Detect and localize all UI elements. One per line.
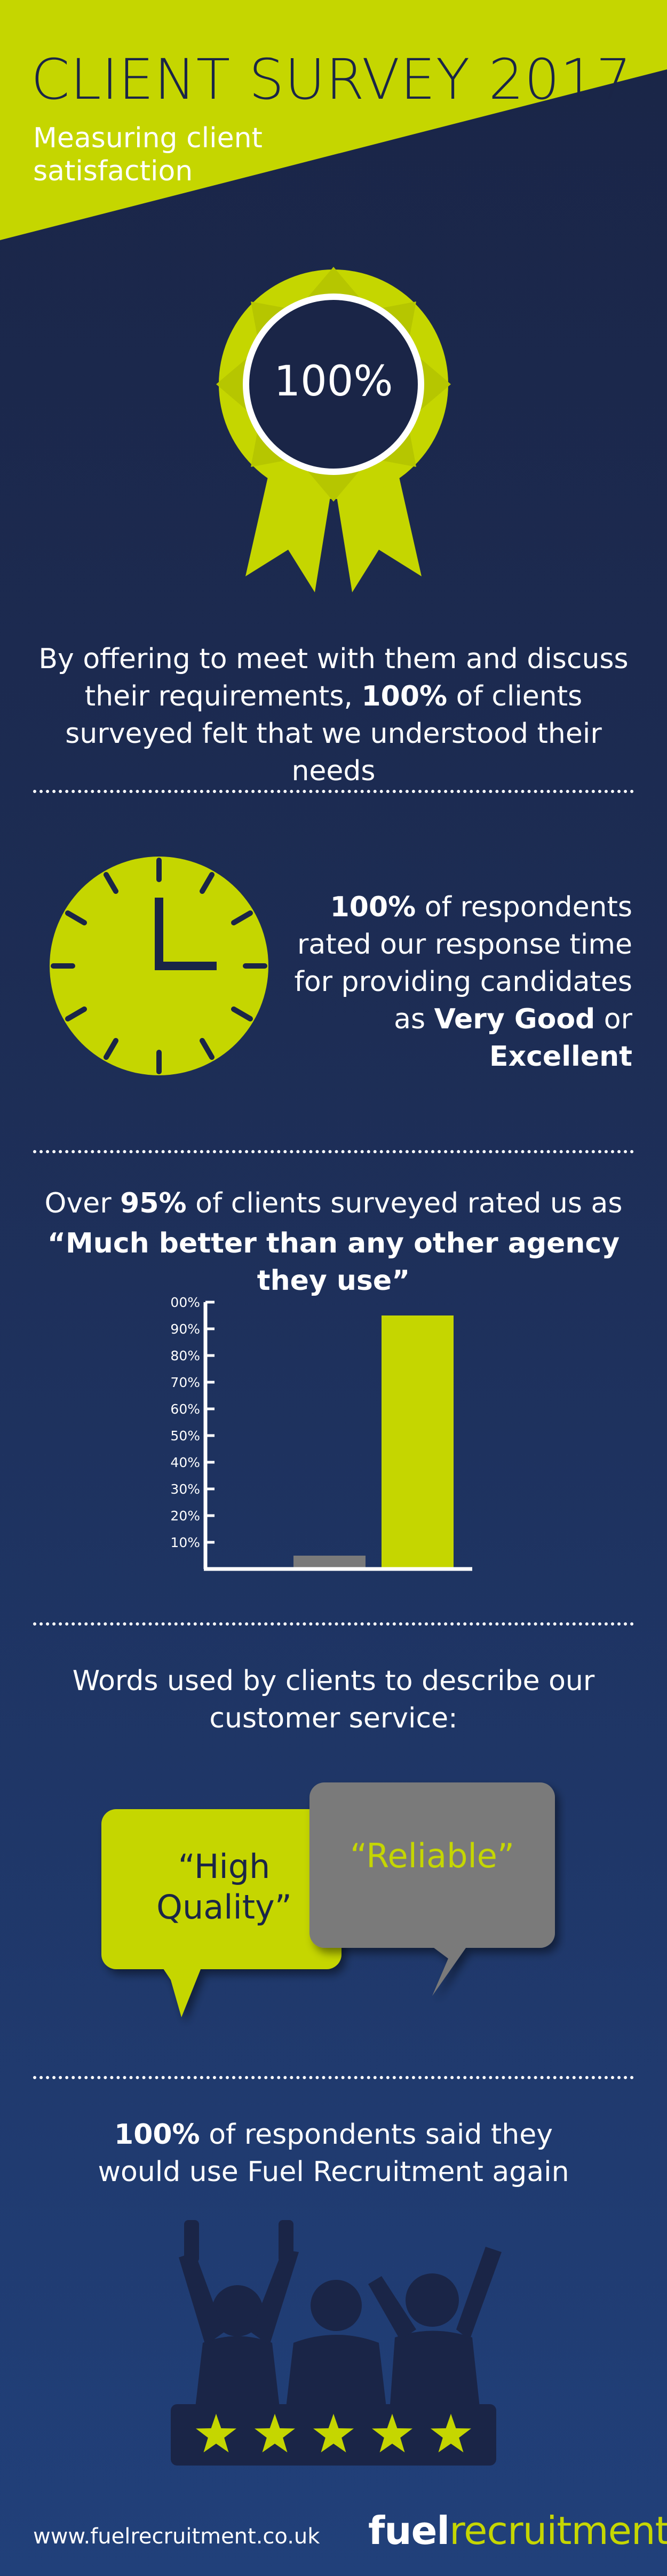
divider <box>33 790 634 793</box>
chart-y-tick-label: 90% <box>171 1321 200 1337</box>
divider <box>33 1150 634 1153</box>
star-icon <box>196 2414 236 2453</box>
quote-reliable: “Reliable” <box>350 1836 514 1875</box>
award-rosette-icon <box>216 267 451 592</box>
star-icon <box>431 2414 471 2453</box>
divider <box>33 1622 634 1626</box>
chart-y-tick-label: 60% <box>171 1401 200 1417</box>
chart-y-tick-label: 70% <box>171 1375 200 1390</box>
chart-y-tick-label: 10% <box>171 1535 200 1550</box>
chart-bar <box>382 1315 454 1569</box>
footer-website-link[interactable]: www.fuelrecruitment.co.uk <box>33 2524 320 2549</box>
star-icon <box>313 2414 354 2453</box>
chart-y-tick-label: 80% <box>171 1348 200 1364</box>
header-banner <box>0 0 667 240</box>
chart-bar <box>293 1556 366 1569</box>
rosette-value: 100% <box>274 358 393 406</box>
words-heading: Words used by clients to describe our cu… <box>72 1665 595 1734</box>
agency-quote: “Much better than any other agency they … <box>47 1227 620 1297</box>
chart-y-tick-label: 30% <box>171 1481 200 1497</box>
chart-y-tick-label: 20% <box>171 1508 200 1524</box>
chart-y-tick-label: 50% <box>171 1428 200 1444</box>
page-title: CLIENT SURVEY 2017 <box>31 47 632 112</box>
fuel-recruitment-logo: fuelrecruitment <box>368 2508 667 2553</box>
speech-bubbles <box>101 1782 555 2017</box>
divider <box>33 2076 634 2079</box>
star-icon <box>372 2414 412 2453</box>
quote-high-quality: “High Quality” <box>156 1847 292 1927</box>
chart-y-tick-label: 100% <box>171 1295 200 1310</box>
understood-needs-caption: By offering to meet with them and discus… <box>38 643 629 787</box>
page-subtitle: Measuring client satisfaction <box>33 122 263 187</box>
star-icon <box>255 2414 295 2453</box>
response-time-text: 100% of respondents rated our response t… <box>294 891 632 1073</box>
comparison-bar-chart: 10% 20% 30% 40% 50% 60% 70% 80% 90% 100% <box>171 1295 472 1571</box>
use-again-text: 100% of respondents said they would use … <box>98 2119 569 2188</box>
happy-clients-icon <box>171 2220 502 2466</box>
agency-heading: Over 95% of clients surveyed rated us as <box>44 1187 623 1219</box>
chart-y-tick-label: 40% <box>171 1455 200 1470</box>
clock-icon <box>50 857 268 1075</box>
